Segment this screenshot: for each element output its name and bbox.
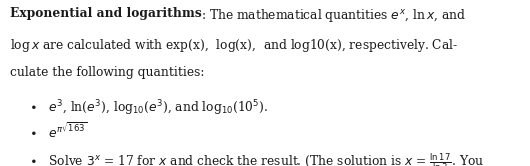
- Text: log$\,x$ are calculated with exp(x),  log(x),  and log10(x), respectively. Cal-: log$\,x$ are calculated with exp(x), log…: [10, 37, 458, 53]
- Text: culate the following quantities:: culate the following quantities:: [10, 66, 204, 79]
- Text: : The mathematical quantities $e^x$, ln$\,x$, and: : The mathematical quantities $e^x$, ln$…: [201, 7, 466, 24]
- Text: Exponential and logarithms: Exponential and logarithms: [10, 7, 201, 20]
- Text: $\bullet$   $e^3$, ln($e^3$), log$_{10}$($e^3$), and log$_{10}$(10$^5$).: $\bullet$ $e^3$, ln($e^3$), log$_{10}$($…: [29, 98, 268, 118]
- Text: $\bullet$   Solve $3^x$ = 17 for $x$ and check the result. (The solution is $x$ : $\bullet$ Solve $3^x$ = 17 for $x$ and c…: [29, 151, 484, 166]
- Text: $\bullet$   $e^{\pi\sqrt{163}}$: $\bullet$ $e^{\pi\sqrt{163}}$: [29, 122, 87, 141]
